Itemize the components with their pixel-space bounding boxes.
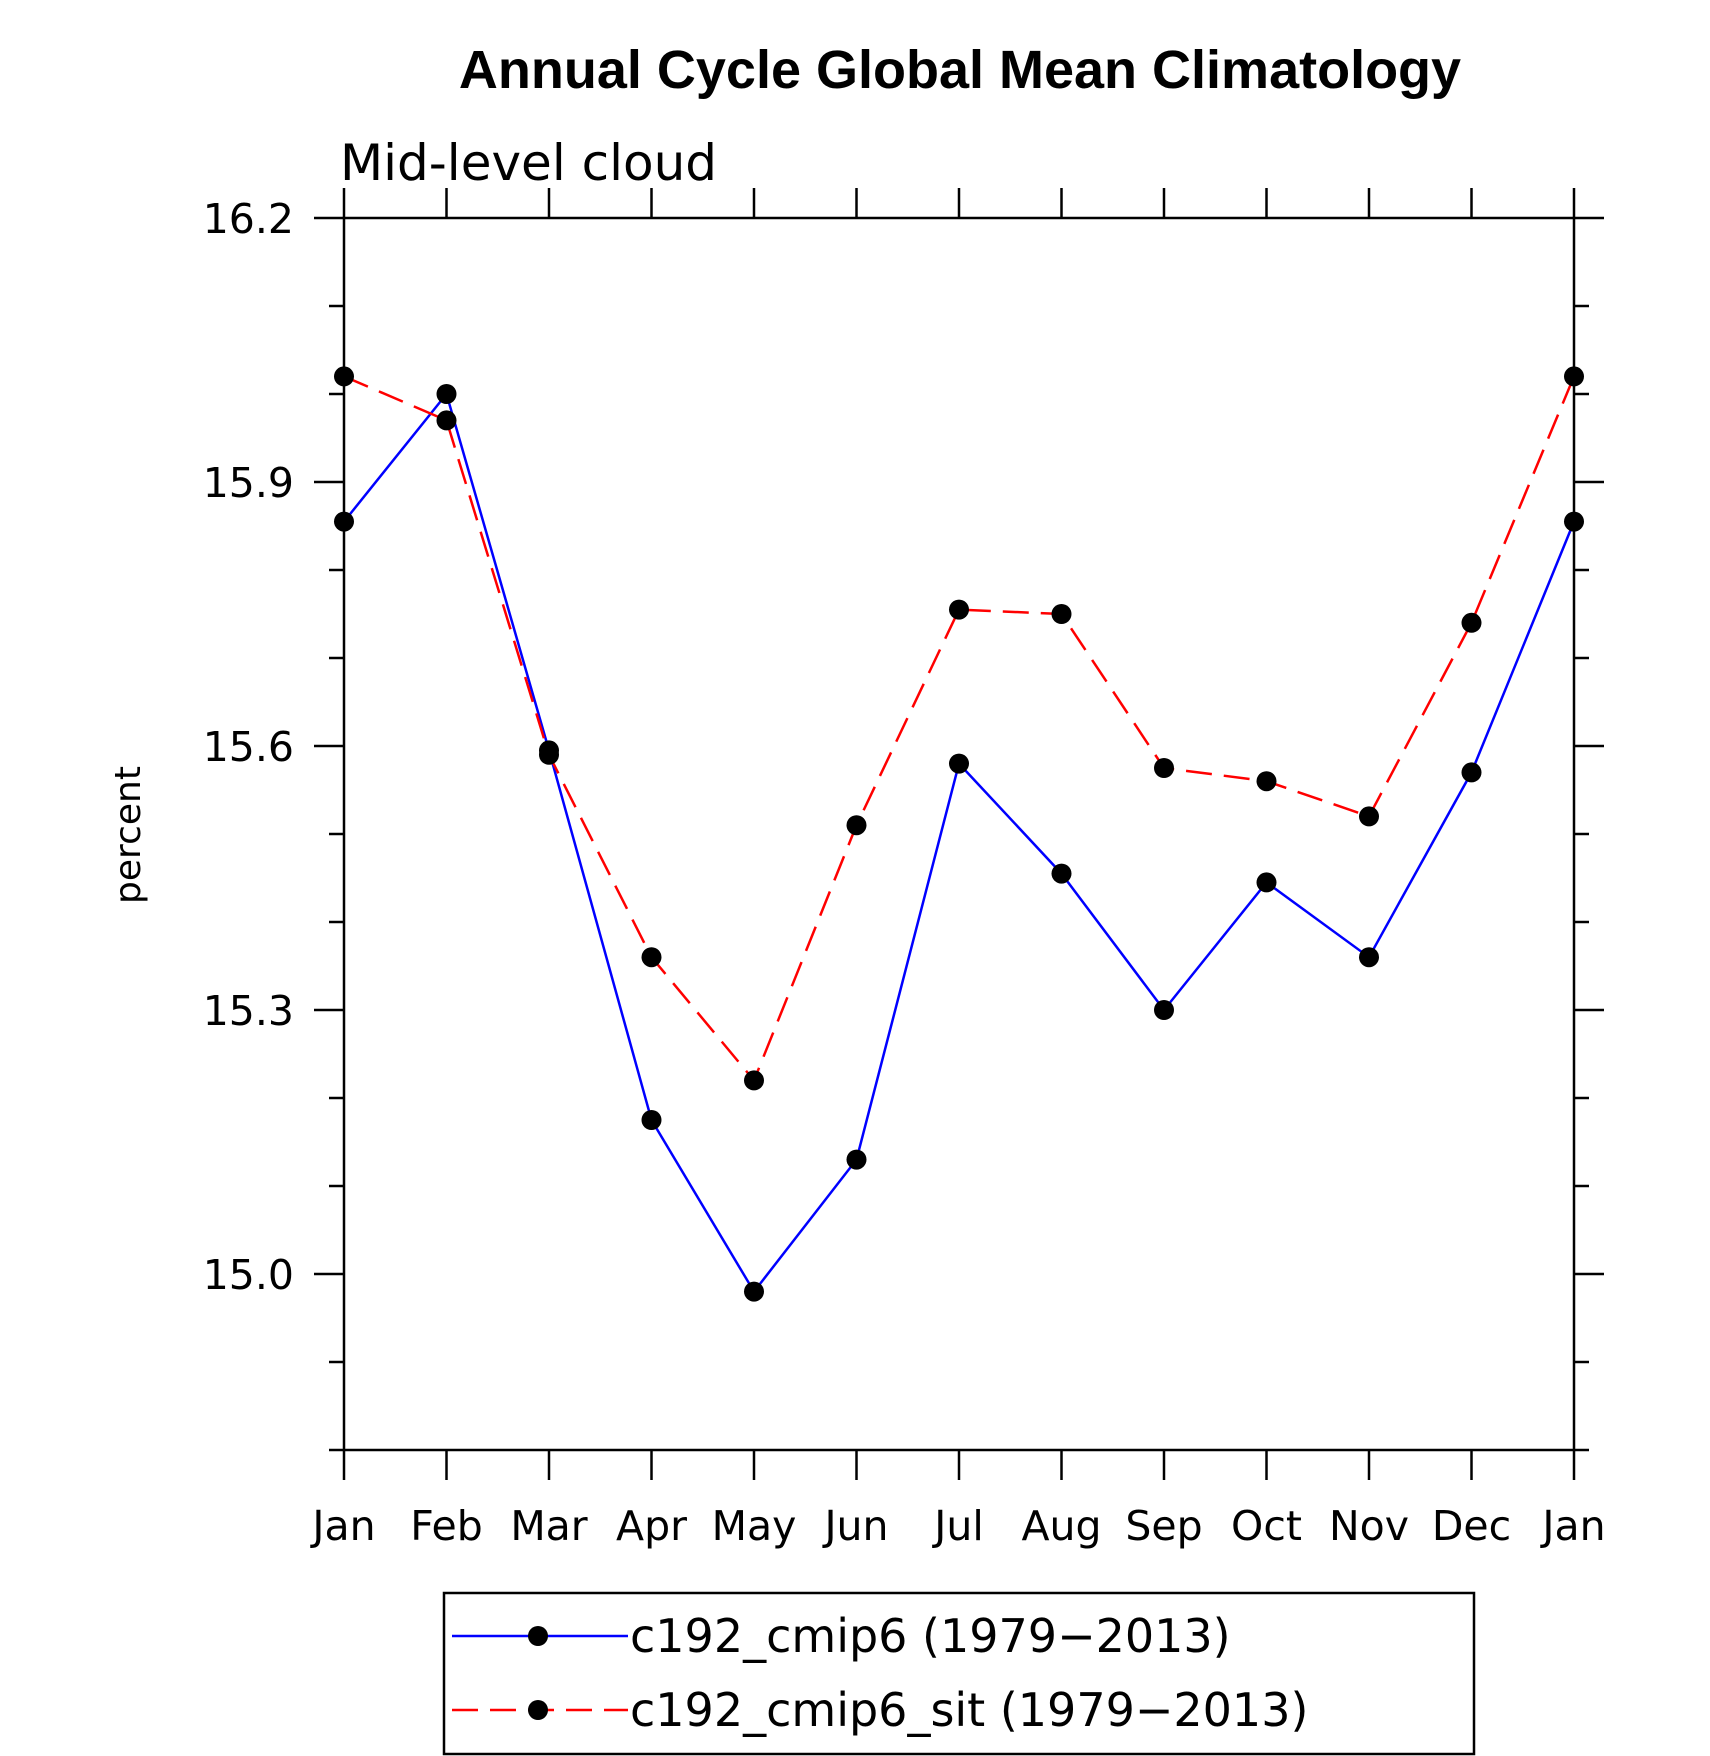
x-tick-label: Jan [1539, 1502, 1605, 1550]
x-tick-labels: Jan Feb Mar Apr May Jun Jul Aug Sep Oct Nov Dec Jan [309, 1502, 1605, 1550]
x-tick-label: Feb [410, 1502, 483, 1550]
legend-marker [528, 1626, 548, 1646]
x-tick-label: Sep [1125, 1502, 1202, 1550]
plot-frame [342, 216, 1576, 1452]
legend-marker [528, 1700, 548, 1720]
data-point [846, 1149, 867, 1170]
data-point [436, 384, 457, 404]
legend-label: c192_cmip6_sit (1979−2013) [630, 1683, 1308, 1737]
data-point [436, 410, 457, 431]
data-point [539, 744, 559, 765]
series-line [343, 375, 1576, 1083]
x-tick-label: Jan [309, 1502, 375, 1550]
y-tick-label: 15.9 [203, 459, 294, 507]
y-tick-label: 15.0 [203, 1251, 294, 1299]
x-tick-label: Oct [1231, 1502, 1302, 1550]
x-tick-label: Dec [1432, 1502, 1511, 1550]
data-point [1256, 872, 1277, 893]
data-point [1461, 762, 1482, 783]
x-tick-label: Nov [1329, 1502, 1409, 1550]
y-tick-label: 16.2 [203, 195, 294, 243]
x-tick-label: Jun [821, 1502, 888, 1550]
data-point [1154, 1000, 1174, 1020]
legend-entries: c192_cmip6 (1979−2013) c192_cmip6_sit (19… [452, 1609, 1308, 1737]
x-tick-label: Jul [931, 1502, 983, 1550]
chart-subtitle: Mid-level cloud [340, 134, 717, 192]
x-tick-label: May [712, 1502, 797, 1550]
y-tick-label: 15.3 [203, 987, 294, 1035]
legend-label: c192_cmip6 (1979−2013) [630, 1609, 1231, 1663]
data-point [334, 366, 354, 387]
data-point [334, 511, 354, 532]
data-point [1359, 947, 1379, 968]
data-point [1154, 758, 1174, 778]
data-point [1359, 806, 1379, 827]
series-c192-cmip6-sit-1979-2013- [334, 366, 1584, 1091]
data-point [744, 1070, 764, 1091]
x-tick-label: Aug [1021, 1502, 1101, 1550]
series-c192-cmip6-1979-2013- [334, 384, 1584, 1302]
data-point [949, 753, 969, 774]
chart-title: Annual Cycle Global Mean Climatology [459, 40, 1461, 100]
data-point [641, 947, 662, 968]
data-point [1461, 612, 1482, 633]
y-axis-label: percent [108, 766, 149, 904]
axis-ticks [314, 188, 1604, 1480]
data-point [744, 1281, 764, 1302]
data-point [1564, 511, 1584, 532]
data-point [1051, 604, 1072, 624]
data-series [334, 366, 1584, 1302]
legend: c192_cmip6 (1979−2013) c192_cmip6_sit (19… [442, 1591, 1476, 1756]
data-point [1564, 366, 1584, 387]
y-tick-label: 15.6 [203, 723, 294, 771]
y-tick-labels: 15.0 15.3 15.6 15.9 16.2 [203, 195, 294, 1299]
data-point [641, 1110, 662, 1130]
x-tick-label: Apr [616, 1502, 687, 1550]
legend-box [442, 1591, 1476, 1756]
data-point [1051, 863, 1072, 884]
x-tick-label: Mar [510, 1502, 587, 1550]
series-line [343, 391, 1576, 1294]
data-point [949, 599, 969, 620]
data-point [1256, 771, 1277, 792]
data-point [846, 815, 867, 836]
